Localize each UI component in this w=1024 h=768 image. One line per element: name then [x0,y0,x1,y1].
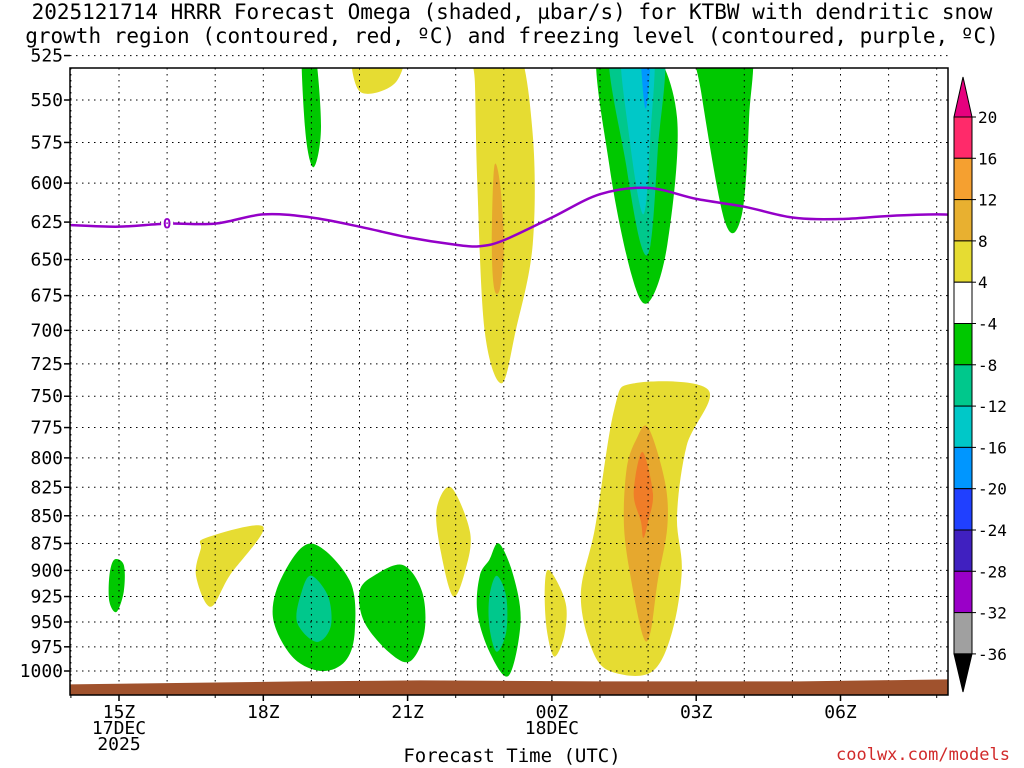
y-tick-label-700: 700 [30,320,63,341]
y-tick-label-550: 550 [30,90,63,111]
colorbar-label--24: -24 [978,521,1007,540]
freezing-level-label: 0 [163,217,171,233]
omega-region--8-19 [488,575,508,652]
x-tick-label-15Z-2: 2025 [97,734,140,755]
x-tick-label-03Z-0: 03Z [680,702,713,723]
colorbar-label--32: -32 [978,604,1007,623]
credit-link[interactable]: coolwx.com/models [836,745,1010,765]
plot-border [69,67,949,696]
colorbar-swatch-9 [953,488,973,531]
y-tick-label-775: 775 [30,418,63,439]
omega-region--16-7 [641,68,651,109]
colorbar-label-12: 12 [978,191,997,210]
chart-title: 2025121714 HRRR Forecast Omega (shaded, … [0,0,1024,48]
grid-lines [70,55,948,695]
colorbar-label--36: -36 [978,645,1007,664]
colorbar-label--8: -8 [978,356,997,375]
freezing-level-line [70,186,948,248]
colorbar-swatch-1 [953,157,973,201]
omega-region--4-16 [358,564,426,663]
y-tick-label-800: 800 [30,448,63,469]
omega-region-4-17 [436,486,471,597]
colorbar-swatch-7 [953,405,973,448]
ground-surface [70,679,948,695]
omega-region--8-15 [296,575,332,642]
colorbar: 20 16 12 8 4 -4 -8 -12 -16 -20 -24 -28 -32 -36 [953,76,1007,693]
plot-frame [69,67,949,696]
colorbar-swatch-4 [953,281,973,325]
y-tick-label-525: 525 [30,46,63,67]
colorbar-top-arrow [953,76,973,118]
colorbar-label-8: 8 [978,232,988,251]
y-tick-label-650: 650 [30,250,63,271]
colorbar-label-4: 4 [978,273,988,292]
colorbar-swatch-10 [953,529,973,572]
freezing-level-contour: 0 [70,186,948,248]
y-tick-label-975: 975 [30,637,63,658]
freezing-level-label-bg [161,215,174,231]
colorbar-swatch-6 [953,364,973,407]
omega-region-4-13 [195,525,264,607]
omega-region-8-3 [491,163,504,294]
y-tick-label-750: 750 [30,386,63,407]
y-tick-label-675: 675 [30,286,63,307]
omega-region--4-12 [108,559,125,613]
x-tick-label-06Z-0: 06Z [824,702,857,723]
omega-region-12-11 [633,451,654,538]
colorbar-swatch-2 [953,199,973,242]
y-tick-label-600: 600 [30,173,63,194]
y-tick-label-825: 825 [30,477,63,498]
x-tick-label-18Z-0: 18Z [247,702,280,723]
omega-region-4-2 [473,68,535,384]
colorbar-swatch-12 [953,612,973,655]
y-tick-label-900: 900 [30,560,63,581]
chart-title-line-1: 2025121714 HRRR Forecast Omega (shaded, … [31,0,993,24]
colorbar-label--20: -20 [978,480,1007,499]
y-axis: 525 550 575 600 625 650 675 700 725 750 775 800 825 8… [20,46,70,682]
colorbar-label--28: -28 [978,562,1007,581]
colorbar-label-20: 20 [978,108,997,127]
ground-fill [70,679,948,695]
y-tick-label-725: 725 [30,354,63,375]
omega-region-8-10 [623,425,668,642]
colorbar-swatch-3 [953,240,973,283]
x-tick-label-21Z-0: 21Z [391,702,424,723]
x-tick-label-00Z-1: 18DEC [525,718,579,739]
y-tick-label-875: 875 [30,533,63,554]
colorbar-label--12: -12 [978,397,1007,416]
y-tick-label-950: 950 [30,612,63,633]
colorbar-swatch-5 [953,323,973,366]
omega-region-4-20 [544,569,567,657]
x-tick-label-15Z-1: 17DEC [92,718,146,739]
colorbar-swatch-11 [953,570,973,614]
omega-shading [108,68,754,677]
x-axis-title: Forecast Time (UTC) [403,745,621,767]
colorbar-swatch-0 [953,116,973,159]
y-tick-label-925: 925 [30,587,63,608]
colorbar-label--4: -4 [978,315,997,334]
colorbar-label-16: 16 [978,149,997,168]
chart-title-line-2: growth region (contoured, red, ºC) and f… [25,24,999,48]
colorbar-swatch-8 [953,446,973,490]
colorbar-bottom-arrow [953,653,973,693]
omega-region--4-8 [696,68,754,234]
y-tick-label-575: 575 [30,132,63,153]
y-tick-label-1000: 1000 [20,661,63,682]
colorbar-label--16: -16 [978,438,1007,457]
y-tick-label-625: 625 [30,212,63,233]
y-tick-label-850: 850 [30,506,63,527]
omega-region-4-1 [351,68,403,94]
x-tick-label-15Z-0: 15Z [103,702,136,723]
x-tick-label-00Z-0: 00Z [536,702,569,723]
